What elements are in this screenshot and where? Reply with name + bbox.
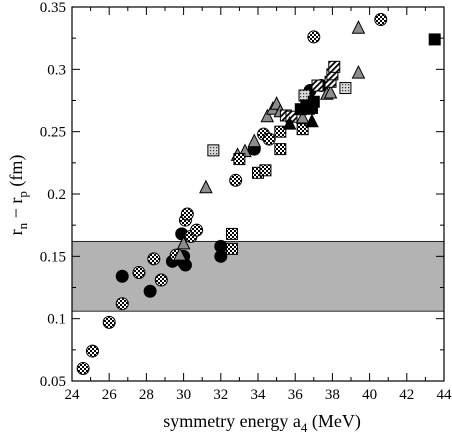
data-point-triangle-gray xyxy=(247,133,262,148)
data-point-square-checker xyxy=(225,242,238,255)
data-point-triangle-gray xyxy=(176,235,191,250)
y-axis-title-minus: − r xyxy=(6,198,26,223)
data-point-triangle-gray xyxy=(173,246,187,261)
y-tick-label: 0.35 xyxy=(40,0,66,16)
data-point-triangle-gray xyxy=(323,84,338,99)
x-axis-title-subscript: 4 xyxy=(301,420,308,435)
data-point-square-checker xyxy=(274,143,287,156)
y-tick-label: 0.3 xyxy=(47,62,66,78)
data-point-circle-checker xyxy=(307,30,321,44)
y-axis-title-unit: (fm) xyxy=(6,155,27,187)
data-point-circle-checker xyxy=(374,12,388,26)
data-point-circle-checker xyxy=(229,173,243,187)
data-point-circle-checker xyxy=(132,266,146,280)
data-point-square-checker xyxy=(274,125,287,138)
x-tick-label: 44 xyxy=(437,387,452,403)
y-tick-label: 0.25 xyxy=(40,125,66,141)
data-point-triangle-gray xyxy=(351,64,366,79)
data-point-triangle-gray xyxy=(351,20,366,34)
data-point-square-hatched xyxy=(311,79,324,92)
x-axis-title-unit: (MeV) xyxy=(312,411,361,432)
data-point-circle-solid xyxy=(143,284,157,298)
data-point-square-dotted xyxy=(339,82,352,95)
data-point-triangle-gray xyxy=(295,109,310,124)
data-point-square-checker xyxy=(296,123,309,136)
series-square-checker xyxy=(225,123,309,255)
x-axis-title-main: symmetry energy a xyxy=(163,411,301,431)
y-axis-title-subscript-p: p xyxy=(15,191,30,198)
x-tick-label: 32 xyxy=(213,387,228,403)
data-point-circle-checker xyxy=(76,362,90,376)
x-tick-label: 24 xyxy=(65,387,81,403)
data-point-triangle-gray xyxy=(260,108,275,123)
data-point-square-hatched xyxy=(328,60,341,73)
plot-frame xyxy=(71,6,445,382)
x-tick-label: 36 xyxy=(288,387,304,403)
x-tick-label: 34 xyxy=(251,387,267,403)
x-tick-label: 26 xyxy=(102,387,118,403)
data-point-circle-solid xyxy=(214,249,228,263)
data-point-square-checker xyxy=(233,153,246,166)
data-point-circle-checker xyxy=(147,252,161,266)
data-point-square-solid xyxy=(307,95,320,108)
data-point-triangle-gray xyxy=(199,179,213,194)
data-point-circle-checker xyxy=(190,223,204,237)
series-square-hatched xyxy=(279,60,341,123)
series-square-solid xyxy=(294,33,441,116)
y-tick-label: 0.1 xyxy=(47,312,66,328)
y-tick-label: 0.15 xyxy=(40,249,66,265)
x-tick-label: 40 xyxy=(362,387,377,403)
data-point-triangle-solid xyxy=(305,113,319,128)
plot-area: 24 26 28 30 32 34 36 38 40 42 44 0.05 0.1 0.15 0.2 0.25… xyxy=(40,0,452,403)
data-point-circle-checker xyxy=(85,344,99,358)
y-axis-title: rn − rp (fm) xyxy=(6,155,30,236)
data-point-square-checker xyxy=(225,227,238,240)
x-tick-label: 28 xyxy=(139,387,154,403)
x-tick-label: 38 xyxy=(325,387,340,403)
series-circle-checker xyxy=(76,12,388,376)
data-point-circle-checker xyxy=(102,315,116,329)
y-axis-title-subscript-n: n xyxy=(15,222,30,229)
y-axis-title-main: r xyxy=(6,229,26,235)
data-point-circle-checker xyxy=(262,132,276,146)
data-point-square-dotted xyxy=(207,144,220,157)
data-point-square-solid xyxy=(428,33,441,46)
y-tick-label: 0.05 xyxy=(40,374,66,390)
data-point-square-checker xyxy=(259,164,272,177)
data-point-circle-checker xyxy=(180,207,194,221)
x-tick-label: 30 xyxy=(176,387,191,403)
data-point-circle-checker xyxy=(115,297,129,311)
x-tick-label: 42 xyxy=(399,387,414,403)
series-triangle-solid xyxy=(282,113,319,130)
data-point-circle-solid xyxy=(115,269,129,283)
data-point-triangle-solid xyxy=(282,116,297,130)
y-tick-label: 0.2 xyxy=(47,187,66,203)
x-axis-title: symmetry energy a4 (MeV) xyxy=(163,411,361,435)
data-point-circle-checker xyxy=(154,273,168,287)
